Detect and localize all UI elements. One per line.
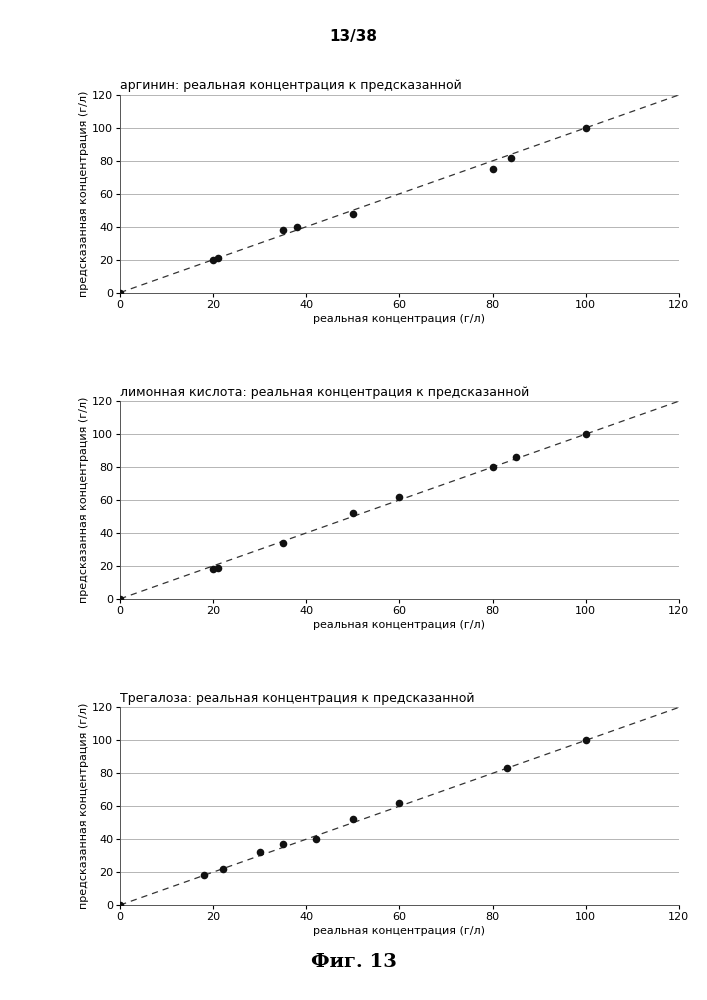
Point [487, 161, 498, 177]
Point [198, 867, 209, 883]
Point [277, 222, 288, 238]
Point [115, 285, 126, 301]
Point [277, 535, 288, 551]
Point [255, 844, 266, 860]
Point [347, 505, 358, 521]
Point [487, 459, 498, 475]
Point [510, 449, 522, 465]
Text: 13/38: 13/38 [329, 29, 378, 44]
Y-axis label: предсказанная концентрация (г/л): предсказанная концентрация (г/л) [79, 397, 89, 603]
Point [394, 489, 405, 505]
Point [347, 206, 358, 222]
Text: Фиг. 13: Фиг. 13 [310, 953, 397, 971]
Point [217, 861, 228, 877]
Point [310, 831, 321, 847]
Y-axis label: предсказанная концентрация (г/л): предсказанная концентрация (г/л) [79, 703, 89, 909]
Text: лимонная кислота: реальная концентрация к предсказанной: лимонная кислота: реальная концентрация … [120, 386, 530, 399]
Point [208, 561, 219, 577]
Point [115, 897, 126, 913]
Point [115, 591, 126, 607]
Point [212, 560, 223, 576]
Point [212, 250, 223, 266]
Point [208, 252, 219, 268]
Point [394, 795, 405, 811]
X-axis label: реальная концентрация (г/л): реальная концентрация (г/л) [313, 620, 486, 630]
Point [277, 836, 288, 852]
X-axis label: реальная концентрация (г/л): реальная концентрация (г/л) [313, 314, 486, 324]
X-axis label: реальная концентрация (г/л): реальная концентрация (г/л) [313, 926, 486, 936]
Text: аргинин: реальная концентрация к предсказанной: аргинин: реальная концентрация к предска… [120, 79, 462, 92]
Text: Трегалоза: реальная концентрация к предсказанной: Трегалоза: реальная концентрация к предс… [120, 692, 474, 705]
Point [501, 760, 512, 776]
Point [347, 811, 358, 827]
Point [580, 120, 591, 136]
Point [506, 150, 517, 166]
Y-axis label: предсказанная концентрация (г/л): предсказанная концентрация (г/л) [79, 91, 89, 297]
Point [580, 732, 591, 748]
Point [580, 426, 591, 442]
Point [291, 219, 303, 235]
